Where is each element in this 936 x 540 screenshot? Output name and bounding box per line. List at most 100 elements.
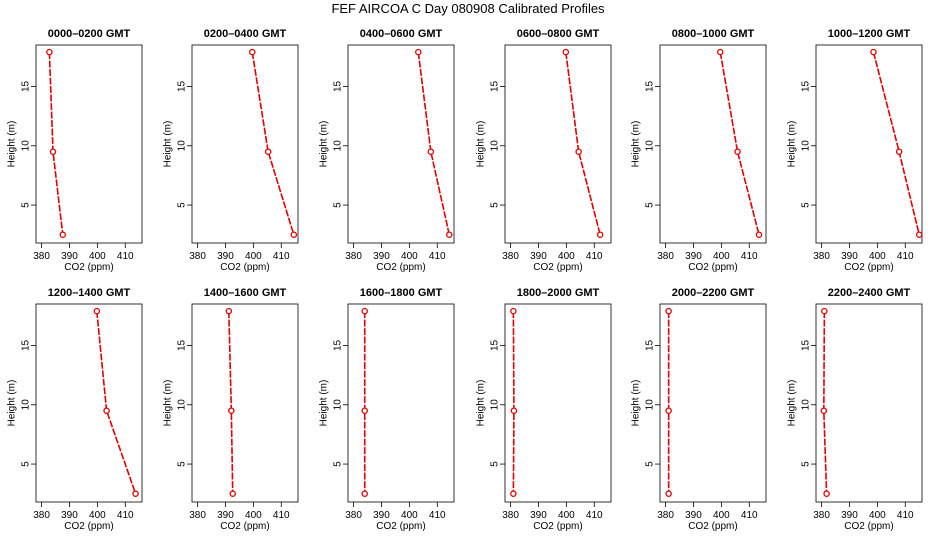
data-point <box>229 490 236 497</box>
x-tick-label: 400 <box>558 510 575 521</box>
x-tick-label: 390 <box>61 510 78 521</box>
y-tick-label: 10 <box>177 140 188 152</box>
plot-frame <box>191 303 299 503</box>
plot-frame <box>815 44 923 244</box>
data-point <box>755 231 763 238</box>
plot-frame <box>815 303 923 503</box>
panel-title: 1200–1400 GMT <box>48 287 131 299</box>
y-tick-label: 5 <box>21 202 32 208</box>
plot-frame <box>35 303 143 503</box>
plot-frame <box>35 44 143 244</box>
data-point <box>823 490 830 497</box>
data-point <box>821 307 828 315</box>
y-tick-label: 15 <box>801 80 812 92</box>
x-tick-label: 390 <box>841 251 858 262</box>
x-tick-label: 390 <box>373 251 390 262</box>
series-line <box>719 51 760 235</box>
y-axis-label: Height (m) <box>319 380 330 427</box>
y-tick-label: 15 <box>801 339 812 351</box>
y-tick-label: 10 <box>490 399 501 411</box>
panel-7: 1200–1400 GMT 380 390 400 410 5 10 15 CO2 (ppm) H… <box>7 287 143 532</box>
series-line <box>96 311 137 494</box>
data-point <box>49 148 57 155</box>
x-tick-label: 400 <box>558 251 575 262</box>
x-tick-label: 400 <box>869 251 886 262</box>
y-axis-label: Height (m) <box>7 121 18 168</box>
x-tick-label: 390 <box>841 510 858 521</box>
y-tick-label: 10 <box>177 399 188 411</box>
x-tick-label: 400 <box>401 510 418 521</box>
y-tick-label: 15 <box>333 339 344 351</box>
x-tick-label: 400 <box>89 510 106 521</box>
data-point <box>427 148 435 155</box>
y-tick-label: 5 <box>333 202 344 208</box>
panel-5: 0800–1000 GMT 380 390 400 410 5 10 15 CO2 (ppm) H… <box>631 28 767 273</box>
y-tick-label: 15 <box>490 339 501 351</box>
x-tick-label: 410 <box>117 251 134 262</box>
y-axis-label: Height (m) <box>163 121 174 168</box>
panel-title: 0200–0400 GMT <box>204 28 287 40</box>
data-point <box>820 407 828 414</box>
data-point <box>717 48 724 56</box>
x-tick-label: 410 <box>117 510 134 521</box>
y-axis-label: Height (m) <box>476 121 487 168</box>
series-line <box>512 311 515 494</box>
x-tick-label: 410 <box>586 510 603 521</box>
y-axis-label: Height (m) <box>787 380 798 427</box>
series-line <box>872 51 920 235</box>
x-tick-label: 380 <box>657 251 674 262</box>
data-point <box>249 48 256 56</box>
panel-2: 0200–0400 GMT 380 390 400 410 5 10 15 CO2 (ppm) H… <box>163 28 299 273</box>
y-axis-label: Height (m) <box>631 380 642 427</box>
x-tick-label: 380 <box>189 510 206 521</box>
series-line <box>823 311 828 494</box>
x-axis-label: CO2 (ppm) <box>533 521 582 532</box>
x-tick-label: 390 <box>373 510 390 521</box>
y-tick-label: 15 <box>21 339 32 351</box>
data-point <box>46 48 53 56</box>
data-point <box>290 231 298 238</box>
y-tick-label: 5 <box>177 461 188 467</box>
y-tick-label: 5 <box>333 461 344 467</box>
y-axis-label: Height (m) <box>787 121 798 168</box>
data-point <box>870 48 877 56</box>
y-tick-label: 15 <box>645 339 656 351</box>
data-point <box>228 407 235 414</box>
panel-title: 2200–2400 GMT <box>828 287 911 299</box>
x-axis-label: CO2 (ppm) <box>64 521 113 532</box>
x-axis-label: CO2 (ppm) <box>376 521 425 532</box>
data-point <box>93 307 101 315</box>
y-tick-label: 10 <box>490 140 501 152</box>
panel-1: 0000–0200 GMT 380 390 400 410 5 10 15 CO2 (ppm) H… <box>7 28 143 273</box>
plot-frame <box>504 303 612 503</box>
x-axis-label: CO2 (ppm) <box>533 262 582 273</box>
panel-12: 2200–2400 GMT 380 390 400 410 5 10 15 CO2 (ppm) H… <box>787 287 923 532</box>
x-tick-label: 390 <box>217 510 234 521</box>
plot-frame <box>659 44 767 244</box>
y-tick-label: 5 <box>645 461 656 467</box>
x-tick-label: 410 <box>897 251 914 262</box>
x-tick-label: 400 <box>869 510 886 521</box>
x-tick-label: 400 <box>245 251 262 262</box>
data-point <box>446 231 453 238</box>
x-axis-label: CO2 (ppm) <box>844 262 893 273</box>
x-axis-label: CO2 (ppm) <box>220 262 269 273</box>
x-tick-label: 400 <box>713 510 730 521</box>
series-line <box>228 311 234 494</box>
y-tick-label: 10 <box>333 399 344 411</box>
plot-frame <box>191 44 299 244</box>
data-point <box>264 148 272 155</box>
x-tick-label: 410 <box>429 251 446 262</box>
x-tick-label: 390 <box>530 251 547 262</box>
panel-8: 1400–1600 GMT 380 390 400 410 5 10 15 CO2 (ppm) H… <box>163 287 299 532</box>
x-tick-label: 410 <box>273 510 290 521</box>
panel-title: 0800–1000 GMT <box>672 28 755 40</box>
data-point <box>510 490 517 497</box>
plot-frame <box>659 303 767 503</box>
x-tick-label: 410 <box>586 251 603 262</box>
x-axis-label: CO2 (ppm) <box>688 262 737 273</box>
data-point <box>562 48 570 56</box>
y-tick-label: 15 <box>177 80 188 92</box>
series-line <box>48 52 64 235</box>
